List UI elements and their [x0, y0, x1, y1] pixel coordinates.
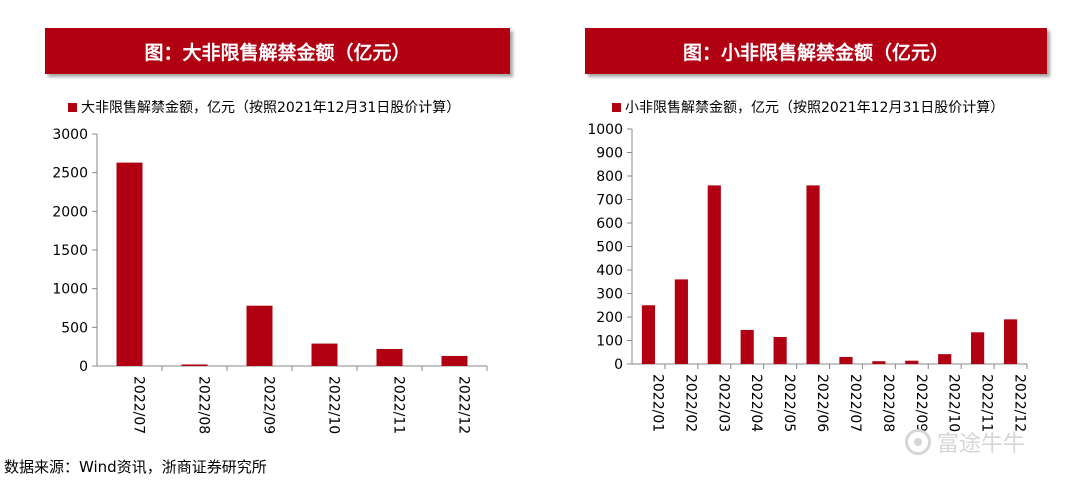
x-tick-label: 2022/04 — [748, 374, 764, 432]
futu-logo-icon — [905, 429, 931, 455]
legend-swatch — [612, 102, 621, 112]
y-tick-label: 0 — [79, 359, 88, 375]
y-tick-label: 700 — [596, 193, 623, 209]
bar — [641, 305, 656, 364]
y-tick-label: 1000 — [587, 122, 623, 138]
bar — [872, 361, 886, 364]
y-tick-label: 600 — [596, 216, 623, 232]
bar — [971, 332, 985, 364]
bar — [116, 162, 143, 366]
legend-swatch — [68, 102, 77, 112]
x-tick-label: 2022/10 — [946, 374, 962, 432]
watermark: 富途牛牛 — [905, 426, 1025, 458]
data-source-note: 数据来源：Wind资讯，浙商证券研究所 — [4, 458, 267, 476]
x-tick-label: 2022/01 — [649, 374, 665, 432]
watermark-text: 富途牛牛 — [937, 432, 1026, 457]
x-tick-label: 2022/10 — [326, 376, 342, 434]
y-tick-label: 300 — [596, 287, 623, 303]
bar — [376, 348, 403, 366]
x-tick-label: 2022/07 — [847, 374, 863, 432]
x-tick-label: 2022/11 — [391, 376, 407, 434]
y-tick-label: 200 — [596, 310, 623, 326]
bar — [707, 185, 721, 364]
x-tick-label: 2022/08 — [880, 374, 896, 432]
x-tick-label: 2022/02 — [682, 374, 698, 432]
y-tick-label: 0 — [614, 357, 623, 373]
y-tick-label: 2500 — [52, 166, 88, 182]
x-tick-label: 2022/08 — [196, 376, 212, 434]
y-tick-label: 400 — [596, 263, 623, 279]
bar — [905, 360, 919, 364]
bar — [806, 185, 820, 364]
right-bar-chart: 0 100 200 300 400 500 600 700 800 900 1000 2022/01 2… — [587, 122, 1028, 432]
right-chart-banner: 图：小非限售解禁金额（亿元） — [585, 28, 1047, 74]
bar — [311, 343, 338, 366]
legend-label: 小非限售解禁金额，亿元（按照2021年12月31日股价计算） — [625, 100, 1005, 116]
bar — [246, 305, 273, 366]
legend-label: 大非限售解禁金额，亿元（按照2021年12月31日股价计算） — [81, 100, 461, 116]
x-tick-label: 2022/05 — [781, 374, 797, 432]
y-tick-label: 900 — [596, 146, 623, 162]
bar — [674, 279, 688, 364]
y-tick-label: 1500 — [52, 243, 88, 259]
y-tick-label: 1000 — [52, 282, 88, 298]
bar — [773, 336, 787, 364]
x-tick-label: 2022/09 — [913, 374, 929, 432]
x-tick-label: 2022/12 — [456, 376, 472, 434]
y-tick-label: 500 — [61, 320, 88, 336]
y-tick-label: 500 — [596, 240, 623, 256]
left-chart-legend: 大非限售解禁金额，亿元（按照2021年12月31日股价计算） — [68, 97, 460, 117]
bar — [740, 329, 754, 364]
right-chart-legend: 小非限售解禁金额，亿元（按照2021年12月31日股价计算） — [612, 97, 1004, 117]
y-tick-label: 3000 — [52, 127, 88, 143]
left-bar-chart: 0 500 1000 1500 2000 2500 3000 2022/07 2022/08 20… — [52, 127, 488, 434]
bar — [938, 354, 952, 364]
left-chart-banner: 图：大非限售解禁金额（亿元） — [45, 28, 510, 74]
bar — [181, 364, 208, 366]
bar — [1003, 319, 1018, 364]
x-tick-label: 2022/12 — [1012, 374, 1028, 432]
x-tick-label: 2022/06 — [814, 374, 830, 432]
bar — [441, 355, 468, 366]
y-tick-label: 100 — [596, 334, 623, 350]
bar — [839, 356, 853, 364]
y-tick-label: 2000 — [52, 204, 88, 220]
x-tick-label: 2022/11 — [979, 374, 995, 432]
y-tick-label: 800 — [596, 169, 623, 185]
x-tick-label: 2022/07 — [131, 376, 147, 434]
x-tick-label: 2022/09 — [261, 376, 277, 434]
x-tick-label: 2022/03 — [715, 374, 731, 432]
